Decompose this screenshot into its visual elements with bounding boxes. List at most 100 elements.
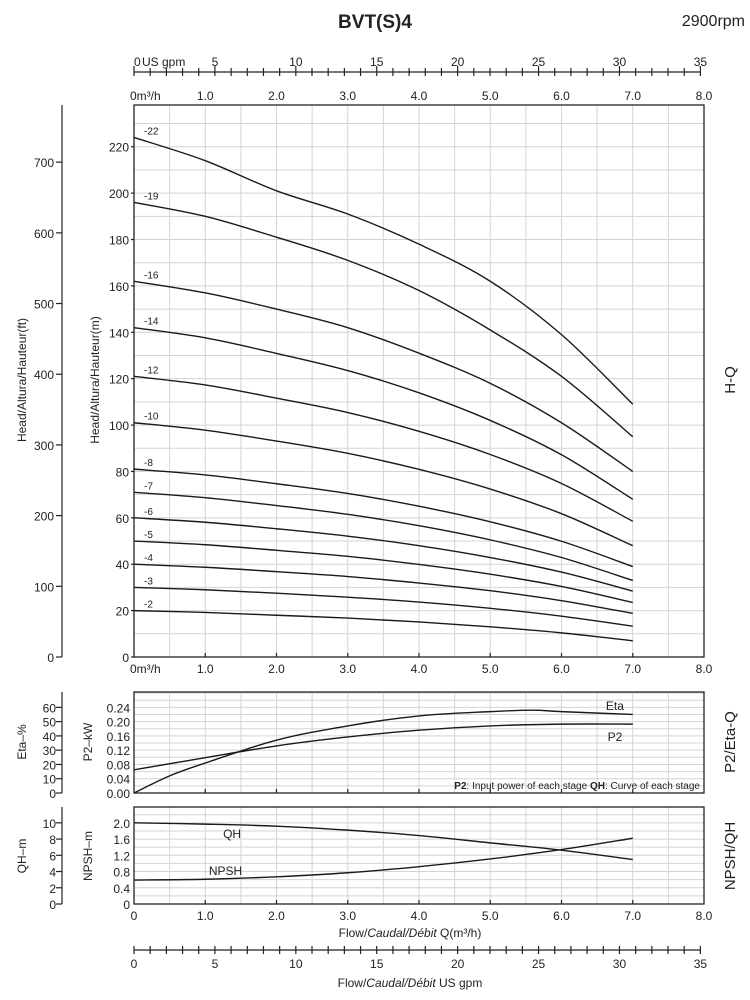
gpm-title-ital: Caudal/Débit: [366, 976, 436, 990]
qh-tick-label: 0: [49, 898, 56, 912]
head-m-tick-label: 40: [116, 558, 130, 572]
head-ft-tick-label: 700: [34, 156, 54, 170]
stage-label: -4: [144, 553, 153, 564]
top-x-tick-label: 0m³/h: [130, 89, 161, 103]
head-m-tick-label: 100: [109, 419, 129, 433]
bottom-x-tick-label: 4.0: [411, 909, 428, 923]
x-title-post: Q(m³/h): [437, 926, 482, 940]
note-bold-qh: QH: [590, 781, 605, 792]
top-x-tick-label: 8.0: [696, 89, 713, 103]
head-ft-tick-label: 600: [34, 227, 54, 241]
bottom-x-tick-label: 3.0: [339, 909, 356, 923]
top-gpm-tick-label: 0: [134, 55, 141, 69]
hq-curve-stage-16: [133, 280, 634, 473]
head-ft-tick-label: 400: [34, 368, 54, 382]
top-x-tick-label: 5.0: [482, 89, 499, 103]
bottom-x-tick-label: 7.0: [624, 909, 641, 923]
bottom-gpm-tick-label: 0: [131, 957, 138, 971]
eta-tick-label: 10: [43, 773, 57, 787]
hq-curve-stage-10: [133, 422, 634, 547]
head-m-tick-label: 140: [109, 326, 129, 340]
curves: [133, 136, 634, 881]
hq-curve-stage-19: [133, 201, 634, 438]
qh-tick-label: 10: [43, 817, 57, 831]
bottom-x-tick-label: 8.0: [696, 909, 713, 923]
hq-side-label: H-Q: [722, 366, 739, 394]
npsh-tick-label: 0.8: [113, 866, 130, 880]
stage-label: -7: [144, 481, 153, 492]
head-ft-tick-label: 200: [34, 510, 54, 524]
head-m-tick-label: 80: [116, 465, 130, 479]
bottom-x-tick-label: 5.0: [482, 909, 499, 923]
p2-tick-label: 0.00: [107, 787, 131, 801]
bottom-gpm-tick-label: 25: [532, 957, 546, 971]
stage-label: -5: [144, 530, 153, 541]
top-gpm-tick-label: 15: [370, 55, 384, 69]
stage-label: -16: [144, 270, 159, 281]
p2-tick-label: 0.08: [107, 758, 131, 772]
rpm-label: 2900rpm: [682, 13, 745, 30]
stage-label: -19: [144, 191, 159, 202]
qh-curve: [133, 822, 633, 861]
main-x-tick-label: 7.0: [624, 662, 641, 676]
main-x-tick-label: 5.0: [482, 662, 499, 676]
qh-tick-label: 2: [49, 882, 56, 896]
p2-tick-label: 0.12: [107, 744, 131, 758]
head-m-tick-label: 60: [116, 512, 130, 526]
main-x-tick-label: 6.0: [553, 662, 570, 676]
eta-curve: [133, 709, 633, 794]
stage-label: -22: [144, 126, 159, 137]
note-bold-p2: P2: [454, 781, 467, 792]
bottom-x-tick-label: 1.0: [197, 909, 214, 923]
stage-label: -3: [144, 576, 153, 587]
x-title-ital: Caudal/Débit: [367, 926, 437, 940]
eta-axis-title: Eta–%: [15, 724, 29, 760]
top-gpm-tick-label: 20: [451, 55, 465, 69]
stage-label: -12: [144, 365, 159, 376]
qh-curve-label: QH: [223, 827, 241, 841]
p2-curve-label: P2: [608, 730, 623, 744]
hq-curve-stage-7: [133, 491, 633, 582]
eta-curve-label: Eta: [606, 699, 624, 713]
stage-label: -10: [144, 412, 159, 423]
head-ft-axis-title: Head/Altura/Hauteur(ft): [15, 318, 29, 442]
hq-curve-stage-8: [133, 468, 633, 568]
note-text-2: : Curve of each stage: [605, 781, 700, 792]
bottom-gpm-tick-label: 10: [289, 957, 303, 971]
eta-tick-label: 50: [43, 716, 57, 730]
main-x-tick-label: 0m³/h: [130, 662, 161, 676]
head-m-tick-label: 200: [109, 187, 129, 201]
p2-tick-label: 0.24: [107, 701, 131, 715]
npsh-curve-label: NPSH: [209, 864, 242, 878]
bottom-gpm-tick-label: 35: [694, 957, 708, 971]
bottom-gpm-tick-label: 30: [613, 957, 627, 971]
p2-eta-side-label: P2/Eta-Q: [722, 711, 739, 773]
eta-tick-label: 60: [43, 701, 57, 715]
note-text-1: : Input power of each stage: [467, 781, 590, 792]
hq-curve-stage-4: [133, 563, 633, 615]
top-x-tick-label: 4.0: [411, 89, 428, 103]
p2-curve: [133, 723, 633, 771]
chart-title: BVT(S)4: [338, 12, 412, 33]
head-ft-tick-label: 300: [34, 439, 54, 453]
eta-tick-label: 20: [43, 758, 57, 772]
head-m-tick-label: 120: [109, 373, 129, 387]
main-x-tick-label: 1.0: [197, 662, 214, 676]
main-x-tick-label: 4.0: [411, 662, 428, 676]
gpm-title-pre: Flow/: [338, 976, 367, 990]
npsh-qh-side-label: NPSH/QH: [722, 822, 739, 890]
grid-lines: [134, 105, 704, 904]
bottom-gpm-tick-label: 20: [451, 957, 465, 971]
top-gpm-tick-label: 30: [613, 55, 627, 69]
stage-label: -14: [144, 317, 159, 328]
head-ft-tick-label: 500: [34, 298, 54, 312]
head-m-axis-title: Head/Altura/Hauteur(m): [88, 316, 102, 443]
axes: [56, 66, 705, 954]
top-gpm-unit-label: US gpm: [142, 55, 185, 69]
panel-note: P2: Input power of each stage QH: Curve …: [454, 781, 700, 792]
stage-label: -2: [144, 600, 153, 611]
main-x-tick-label: 8.0: [696, 662, 713, 676]
hq-curve-stage-22: [133, 136, 634, 405]
npsh-axis-title: NPSH–m: [81, 831, 95, 881]
